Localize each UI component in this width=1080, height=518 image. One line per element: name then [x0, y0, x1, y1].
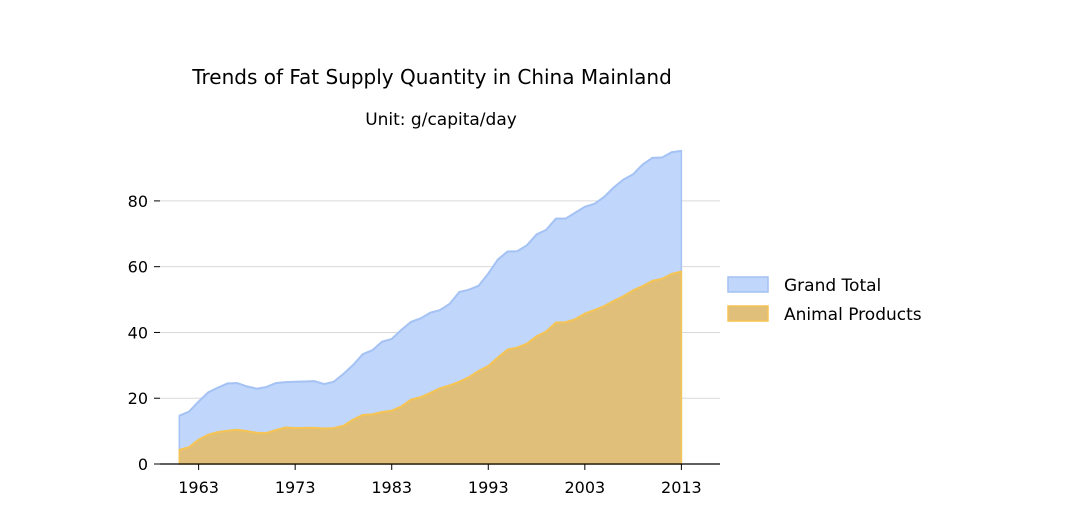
- x-tick-label: 1973: [275, 478, 316, 497]
- x-tick-label: 1983: [371, 478, 412, 497]
- legend-swatch: [727, 276, 769, 293]
- y-tick-label: 20: [128, 389, 148, 408]
- legend-label: Animal Products: [784, 305, 922, 325]
- axes: 1963 1973 1983 1993 2003 2013 0 20 40 60 80: [128, 192, 720, 497]
- y-tick-label: 60: [128, 258, 148, 277]
- line-animal-products: [179, 270, 682, 451]
- chart-subtitle: Unit: g/capita/day: [365, 110, 517, 130]
- chart-title: Trends of Fat Supply Quantity in China M…: [191, 65, 672, 89]
- x-tick-label: 1993: [468, 478, 509, 497]
- line-grand-total: [178, 149, 682, 417]
- x-tick-label: 2013: [661, 478, 702, 497]
- x-tick-label: 2003: [564, 478, 605, 497]
- legend-swatch: [727, 305, 769, 322]
- y-tick-label: 40: [128, 323, 148, 342]
- x-tick-label: 1963: [178, 478, 219, 497]
- legend-label: Grand Total: [784, 276, 881, 296]
- y-tick-label: 80: [128, 192, 148, 211]
- y-tick-label: 0: [138, 455, 148, 474]
- legend: Grand Total Animal Products: [727, 276, 922, 325]
- area-series: [178, 149, 683, 465]
